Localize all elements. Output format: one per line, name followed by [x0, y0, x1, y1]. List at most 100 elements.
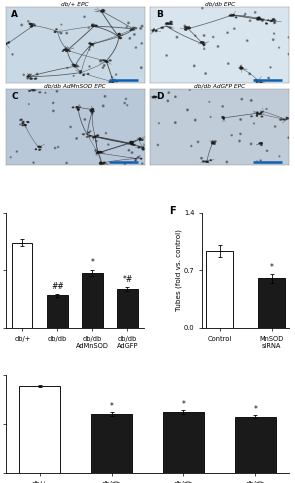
- Point: [216, 43, 220, 50]
- Point: [260, 16, 265, 24]
- Ellipse shape: [98, 151, 100, 153]
- Ellipse shape: [109, 60, 111, 61]
- Ellipse shape: [206, 161, 208, 162]
- Ellipse shape: [235, 17, 237, 18]
- Point: [127, 34, 132, 42]
- Point: [75, 62, 80, 70]
- Ellipse shape: [213, 142, 215, 143]
- Ellipse shape: [72, 107, 74, 108]
- Point: [51, 99, 55, 107]
- Title: db/+ EPC: db/+ EPC: [61, 1, 89, 6]
- Point: [220, 102, 225, 110]
- Point: [140, 160, 145, 168]
- Ellipse shape: [261, 116, 263, 117]
- Ellipse shape: [133, 144, 135, 145]
- Ellipse shape: [100, 152, 101, 153]
- Text: B: B: [156, 10, 163, 18]
- Ellipse shape: [24, 125, 26, 126]
- Point: [238, 130, 243, 138]
- Ellipse shape: [170, 21, 172, 23]
- Ellipse shape: [102, 60, 105, 61]
- Ellipse shape: [257, 19, 259, 20]
- Point: [93, 146, 98, 154]
- Point: [125, 101, 130, 109]
- Ellipse shape: [266, 23, 267, 24]
- Bar: [19, 386, 60, 473]
- Ellipse shape: [92, 25, 93, 26]
- Ellipse shape: [93, 109, 94, 110]
- Point: [104, 129, 108, 137]
- Ellipse shape: [102, 11, 104, 12]
- Text: ##: ##: [51, 282, 64, 291]
- Point: [248, 17, 253, 25]
- Ellipse shape: [109, 82, 111, 83]
- Point: [175, 33, 179, 41]
- Ellipse shape: [28, 74, 31, 75]
- Point: [101, 64, 105, 71]
- Ellipse shape: [213, 143, 215, 144]
- Ellipse shape: [223, 118, 224, 119]
- Title: db/db EPC: db/db EPC: [204, 1, 235, 6]
- Ellipse shape: [115, 81, 117, 82]
- Point: [7, 38, 12, 46]
- Point: [243, 10, 248, 18]
- Ellipse shape: [187, 27, 189, 28]
- Ellipse shape: [92, 26, 94, 27]
- Point: [64, 29, 69, 37]
- Ellipse shape: [101, 11, 103, 12]
- Ellipse shape: [112, 82, 114, 83]
- Point: [18, 121, 22, 128]
- Ellipse shape: [96, 153, 97, 154]
- Ellipse shape: [152, 30, 153, 31]
- Point: [124, 23, 129, 31]
- Point: [51, 107, 56, 115]
- Title: db/db AdMnSOD EPC: db/db AdMnSOD EPC: [45, 83, 106, 88]
- Point: [224, 158, 229, 166]
- Point: [202, 32, 206, 40]
- Point: [271, 36, 276, 43]
- Ellipse shape: [97, 152, 99, 153]
- Ellipse shape: [78, 108, 79, 109]
- Point: [65, 64, 70, 72]
- Point: [277, 44, 281, 52]
- Point: [286, 33, 291, 41]
- Ellipse shape: [105, 61, 108, 62]
- Bar: [235, 416, 276, 473]
- Ellipse shape: [89, 135, 91, 137]
- Ellipse shape: [92, 24, 94, 26]
- Ellipse shape: [60, 33, 62, 34]
- Ellipse shape: [56, 29, 57, 30]
- Ellipse shape: [130, 143, 133, 144]
- Point: [122, 99, 127, 107]
- Point: [165, 97, 170, 105]
- Point: [43, 89, 48, 97]
- Ellipse shape: [96, 25, 97, 26]
- Ellipse shape: [202, 42, 204, 43]
- Point: [260, 17, 265, 25]
- Bar: [117, 289, 137, 328]
- Ellipse shape: [100, 60, 102, 61]
- Point: [258, 156, 263, 164]
- Point: [124, 95, 128, 103]
- Point: [56, 143, 60, 151]
- Ellipse shape: [91, 111, 92, 112]
- Point: [207, 98, 212, 106]
- Point: [138, 25, 143, 32]
- Point: [155, 141, 160, 149]
- Point: [110, 73, 114, 81]
- Ellipse shape: [257, 17, 258, 18]
- Y-axis label: Tubes (fold vs. control): Tubes (fold vs. control): [176, 229, 182, 311]
- Ellipse shape: [260, 142, 262, 144]
- Ellipse shape: [93, 111, 94, 112]
- Text: F: F: [169, 206, 176, 215]
- Point: [225, 29, 230, 37]
- Ellipse shape: [27, 76, 29, 77]
- Ellipse shape: [138, 147, 140, 148]
- Ellipse shape: [212, 141, 213, 142]
- Ellipse shape: [91, 109, 93, 110]
- Point: [173, 119, 178, 127]
- Point: [10, 51, 15, 58]
- Point: [35, 71, 40, 78]
- Ellipse shape: [153, 96, 155, 97]
- Ellipse shape: [35, 149, 36, 150]
